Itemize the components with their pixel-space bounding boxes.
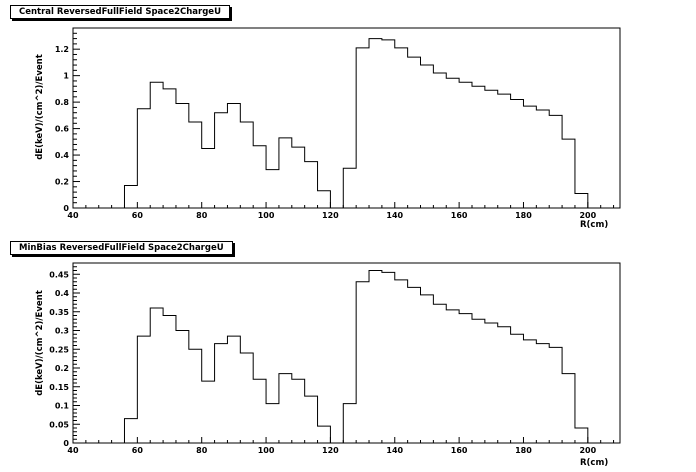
- y-tick-label: 0.05: [49, 420, 69, 429]
- x-tick-label: 40: [67, 446, 79, 455]
- y-tick-label: 0: [63, 439, 69, 448]
- y-tick-label: 0.2: [55, 178, 69, 187]
- chart-title: Central ReversedFullField Space2ChargeU: [10, 5, 230, 19]
- x-tick-label: 80: [196, 446, 208, 455]
- y-tick-label: 0.6: [55, 125, 70, 134]
- x-axis-label: R(cm): [580, 220, 609, 230]
- chart-panel-central: 40 60 80 100 120 140 160 180 200 0 0.2 0.4 0.6 0.8 1 1.…: [10, 5, 621, 230]
- y-tick-label: 0.2: [55, 364, 69, 373]
- chart-title: MinBias ReversedFullField Space2ChargeU: [10, 241, 233, 255]
- x-tick-label: 60: [132, 211, 144, 220]
- y-axis-label: dE(keV)/(cm^2)/Event: [35, 290, 45, 396]
- y-tick-label: 0.1: [55, 402, 70, 411]
- x-tick-label: 160: [451, 446, 468, 455]
- x-tick-label: 80: [196, 211, 208, 220]
- y-tick-label: 0.4: [55, 151, 70, 160]
- chart-panel-minbias: 40 60 80 100 120 140 160 180 200 0 0.05 0.1 0.15 0.2 0…: [0, 236, 696, 472]
- y-tick-label: 1.2: [55, 45, 69, 54]
- x-tick-label: 180: [515, 446, 532, 455]
- plot-frame: [72, 27, 621, 209]
- y-tick-label: 0.15: [49, 383, 69, 392]
- x-tick-label: 120: [322, 211, 339, 220]
- y-tick-label: 0.3: [55, 327, 69, 336]
- histogram-minbias: 40 60 80 100 120 140 160 180 200 0 0.05 0.1 0.15 0.2 0…: [49, 262, 621, 455]
- x-tick-label: 140: [386, 211, 403, 220]
- plot-frame: [72, 262, 621, 444]
- x-tick-label: 60: [132, 446, 144, 455]
- x-tick-label: 200: [579, 211, 596, 220]
- histogram-series: [123, 270, 589, 444]
- y-tick-label: 0.25: [49, 345, 69, 354]
- x-tick-label: 200: [579, 446, 596, 455]
- y-tick-label: 0.35: [49, 308, 69, 317]
- x-tick-label: 100: [258, 211, 275, 220]
- y-axis-label: dE(keV)/(cm^2)/Event: [35, 54, 45, 160]
- y-tick-label: 0.45: [49, 270, 69, 279]
- x-tick-label: 180: [515, 211, 532, 220]
- y-tick-label: 0.8: [55, 98, 70, 107]
- x-tick-label: 100: [258, 446, 275, 455]
- histogram-central: 40 60 80 100 120 140 160 180 200 0 0.2 0.4 0.6 0.8 1 1.…: [55, 27, 621, 220]
- x-tick-label: 120: [322, 446, 339, 455]
- x-axis-label: R(cm): [580, 458, 609, 468]
- histogram-series: [123, 38, 589, 209]
- x-tick-label: 140: [386, 446, 403, 455]
- y-tick-label: 1: [63, 72, 69, 81]
- x-tick-label: 160: [451, 211, 468, 220]
- x-tick-label: 40: [67, 211, 79, 220]
- y-tick-label: 0.4: [55, 289, 70, 298]
- y-tick-label: 0: [63, 204, 69, 213]
